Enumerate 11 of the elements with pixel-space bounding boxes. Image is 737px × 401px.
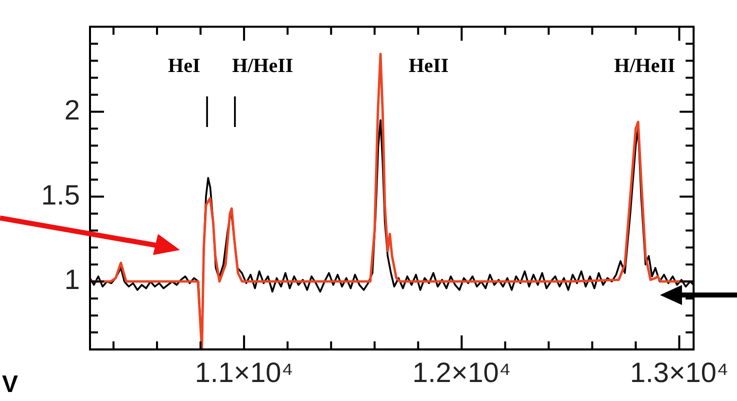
text: V bbox=[2, 371, 18, 399]
annotation: HeII bbox=[408, 54, 449, 77]
x-tick-label: 1.2×10⁴ bbox=[412, 356, 511, 388]
x-tick-label: 1.3×10⁴ bbox=[630, 356, 728, 388]
annotation: H/HeII bbox=[614, 54, 676, 77]
y-tick-label: 1.5 bbox=[41, 179, 80, 210]
y-tick-label: 2 bbox=[64, 94, 80, 126]
x-tick-label: 1.1×10⁴ bbox=[194, 356, 294, 388]
annotation: H/HeII bbox=[232, 54, 294, 77]
y-tick-label: 1 bbox=[64, 264, 80, 296]
annotation: HeI bbox=[168, 54, 200, 77]
